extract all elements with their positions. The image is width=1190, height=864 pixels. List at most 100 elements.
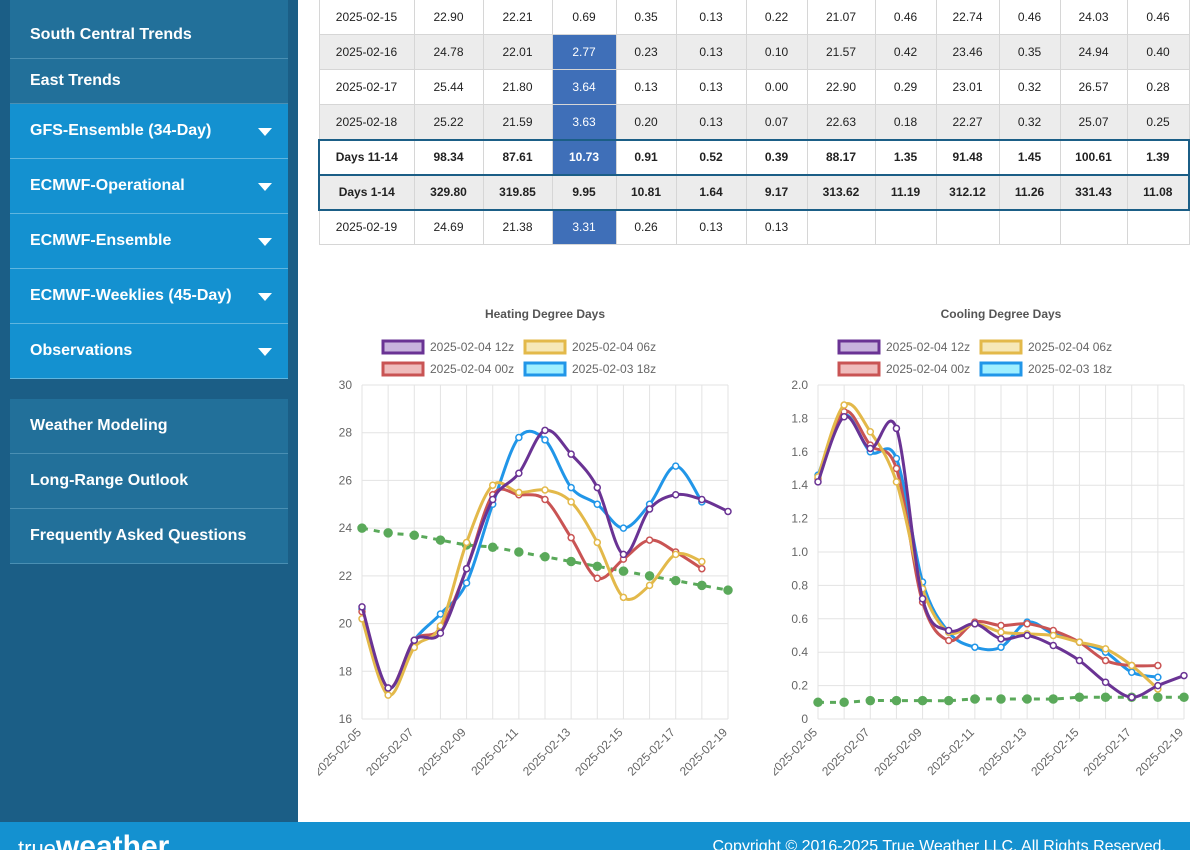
table-cell: 1.35 [874,138,937,176]
data-point [724,507,732,516]
logo-text-true: true [18,836,56,861]
sidebar-item-ecmwf-weeklies-45-day[interactable]: ECMWF-Weeklies (45-Day) [10,269,288,324]
data-point [996,694,1006,704]
data-point [671,462,680,470]
sidebar-item-label: Weather Modeling [30,417,168,434]
data-point [619,550,628,559]
table-cell: 0.42 [874,34,937,70]
legend-label[interactable]: 2025-02-03 18z [1028,362,1112,376]
legend-label[interactable]: 2025-02-03 18z [572,362,656,376]
table-cell: 10.73 [551,138,617,176]
legend-label[interactable]: 2025-02-04 12z [886,340,970,354]
sidebar-item-frequently-asked-questions[interactable]: Frequently Asked Questions [10,509,288,564]
legend-label[interactable]: 2025-02-04 06z [572,340,656,354]
legend-swatch[interactable] [979,339,1023,355]
table-cell: 0.07 [745,104,808,140]
data-point [645,505,654,513]
true-weather-logo[interactable]: trueweather [18,830,169,864]
sidebar-item-observations[interactable]: Observations [10,324,288,379]
table-cell: 9.95 [551,173,617,211]
data-point [698,557,706,566]
y-tick-label: 18 [339,664,353,678]
x-tick-label: 2025-02-17 [625,725,679,779]
data-point [866,444,875,453]
footer [0,822,1190,850]
y-tick-label: 16 [339,712,353,726]
data-point [1101,645,1110,653]
caret-down-icon[interactable] [258,183,272,191]
sidebar-item-south-central-trends[interactable]: South Central Trends [10,0,288,59]
x-tick-label: 2025-02-13 [976,725,1030,779]
y-tick-label: 0.6 [791,612,808,626]
legend-swatch[interactable] [381,339,425,355]
x-tick-label: 2025-02-17 [1081,725,1135,779]
data-point [997,621,1005,630]
table-cell: 25.44 [413,69,484,105]
sidebar-item-gfs-ensemble-34-day[interactable]: GFS-Ensemble (34-Day) [10,104,288,159]
table-cell: 0.20 [615,104,677,140]
table-row: 2025-02-15 22.90 22.21 0.69 0.35 0.13 0.22 21.0… [318,0,1190,35]
table-cell: 25.07 [1059,104,1128,140]
data-point [383,528,393,538]
x-tick-label: 2025-02-13 [520,725,574,779]
legend-label[interactable]: 2025-02-04 00z [886,362,970,376]
table-cell: 0.00 [745,69,808,105]
x-tick-label: 2025-02-07 [819,725,873,779]
caret-down-icon[interactable] [258,348,272,356]
table-cell: 1.45 [998,138,1061,176]
data-point [541,426,549,435]
data-point [997,628,1005,636]
legend-label[interactable]: 2025-02-04 12z [430,340,514,354]
table-cell: 21.59 [482,104,553,140]
legend-swatch[interactable] [523,361,567,377]
data-point [566,556,576,567]
data-point [918,595,927,603]
data-point [515,469,523,478]
sidebar-item-long-range-outlook[interactable]: Long-Range Outlook [10,454,288,509]
table-cell: 0.91 [615,138,677,176]
legend-swatch[interactable] [979,361,1023,377]
data-point [1075,638,1084,646]
data-point [593,538,602,547]
table-cell: 0.13 [675,69,747,105]
x-tick-label: 2025-02-07 [363,725,417,779]
sidebar-item-ecmwf-ensemble[interactable]: ECMWF-Ensemble [10,214,288,269]
sidebar-item-label: East Trends [30,72,121,89]
sidebar-item-weather-modeling[interactable]: Weather Modeling [10,399,288,454]
sidebar-item-ecmwf-operational[interactable]: ECMWF-Operational [10,159,288,214]
caret-down-icon[interactable] [258,238,272,246]
table-cell: 3.63 [551,104,617,140]
sidebar-item-east-trends[interactable]: East Trends [10,59,288,104]
legend-label[interactable]: 2025-02-04 00z [430,362,514,376]
table-cell: 22.27 [935,104,1000,140]
data-point [891,695,902,706]
table-cell: 0.35 [998,34,1061,70]
row-label-cell: 2025-02-18 [318,104,415,140]
legend-label[interactable]: 2025-02-04 06z [1028,340,1112,354]
data-point [644,571,655,581]
data-point [1180,671,1188,680]
table-cell: 3.64 [551,69,617,105]
x-tick-label: 2025-02-05 [318,725,364,779]
table-cell: 0.22 [745,0,808,35]
legend-swatch[interactable] [837,361,881,377]
y-tick-label: 24 [339,521,353,535]
caret-down-icon[interactable] [258,293,272,301]
legend-swatch[interactable] [837,339,881,355]
data-point [971,643,979,651]
table-cell: 0.29 [874,69,937,105]
degree-days-table: 2025-02-15 22.90 22.21 0.69 0.35 0.13 0.22 21.0… [318,0,1190,245]
logo-text-weather: weather [55,830,170,863]
data-point [567,498,575,506]
forecast-series-line [816,414,1185,699]
caret-down-icon[interactable] [258,128,272,136]
x-tick-label: 2025-02-19 [677,725,731,779]
legend-swatch[interactable] [523,339,567,355]
table-cell: 331.43 [1059,173,1128,211]
table-cell: 0.13 [675,0,747,35]
data-point [1101,656,1110,665]
y-tick-label: 30 [339,378,353,392]
legend-swatch[interactable] [381,361,425,377]
chart-canvas: Cooling Degree Days 2025-02-04 12z 2025-02… [767,307,1189,779]
y-tick-label: 28 [339,426,353,440]
